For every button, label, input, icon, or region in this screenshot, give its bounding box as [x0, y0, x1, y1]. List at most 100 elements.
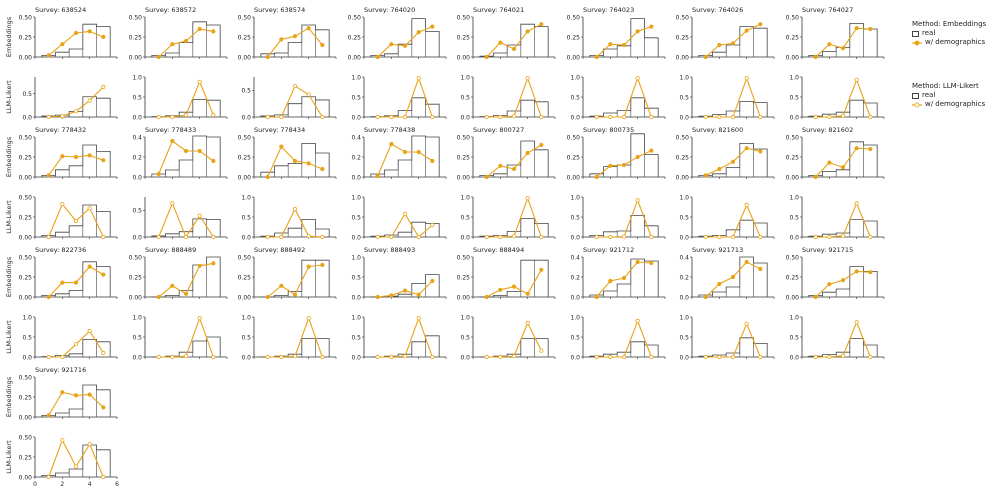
y-tick-label: 0.50 — [129, 14, 143, 21]
model-point — [279, 114, 284, 120]
model-point — [73, 30, 79, 36]
survey-panel-764026: Survey: 764026 0.00 0.25 0.50 0.0 0.5 1.0 — [676, 6, 775, 121]
y-tick-label: 0.00 — [567, 174, 581, 181]
model-line — [158, 140, 214, 175]
llm-likert-subplot: 0.0 0.5 1.0 — [570, 194, 666, 241]
y-tick-label: 0.25 — [129, 274, 143, 281]
model-point — [717, 234, 722, 240]
y-tick-label: 0.0 — [460, 114, 470, 121]
y-tick-label: 0.5 — [241, 214, 251, 221]
y-tick-label: 0.50 — [19, 434, 33, 441]
model-point — [101, 234, 106, 240]
real-histogram — [41, 204, 111, 237]
y-tick-label: 0.25 — [786, 34, 800, 41]
y-tick-label: 0.50 — [786, 14, 800, 21]
model-point — [511, 234, 517, 239]
model-point — [608, 234, 613, 240]
model-point — [608, 163, 613, 168]
y-tick-label: 0.0 — [570, 354, 580, 361]
llm-likert-subplot: 0.00 0.25 0.50 0 2 4 6 — [19, 434, 119, 488]
y-tick-label: 0.00 — [676, 54, 690, 61]
embeddings-subplot: 0.00 0.25 0.50 — [786, 254, 885, 301]
model-point — [635, 154, 640, 160]
model-point — [594, 114, 599, 120]
real-histogram — [260, 259, 330, 298]
model-point — [46, 474, 51, 480]
real-histogram — [260, 96, 330, 117]
model-point — [703, 114, 708, 120]
row-label-llm-likert: LLM-Likert — [5, 80, 13, 114]
model-point — [717, 354, 722, 360]
model-point — [60, 154, 65, 159]
model-line — [815, 27, 871, 58]
model-point — [868, 234, 873, 240]
model-point — [211, 234, 216, 240]
model-point — [608, 354, 613, 360]
model-point — [840, 233, 846, 238]
y-tick-label: 0.00 — [19, 54, 33, 61]
survey-panel-921712: Survey: 921712 0.0 0.2 0.4 0.0 0.5 1.0 — [570, 246, 666, 361]
survey-panel-638524: Survey: 638524 0.00 0.25 0.50 0.0 0.5 Embeddin… — [5, 6, 118, 121]
model-point — [717, 281, 722, 287]
y-tick-label: 0.50 — [238, 134, 252, 141]
model-point — [758, 114, 763, 120]
y-tick-label: 1.0 — [679, 194, 689, 201]
model-point — [87, 98, 92, 103]
y-tick-label: 0.25 — [348, 34, 362, 41]
y-tick-label: 0.5 — [789, 214, 799, 221]
legend-label: real — [922, 29, 936, 37]
model-line — [48, 438, 104, 478]
y-tick-label: 1.0 — [351, 254, 361, 261]
x-tick-label: 2 — [60, 481, 64, 488]
y-tick-label: 0.25 — [567, 154, 581, 161]
y-tick-label: 1.0 — [789, 314, 799, 321]
model-point — [279, 283, 284, 288]
model-point — [525, 196, 530, 201]
row-label-embeddings: Embeddings — [5, 16, 13, 57]
model-point — [197, 79, 202, 84]
model-point — [539, 348, 544, 353]
y-tick-label: 0.0 — [789, 234, 799, 241]
x-tick-label: 6 — [115, 481, 119, 488]
panel-title: Survey: 778438 — [364, 126, 415, 134]
model-line — [815, 320, 871, 358]
real-histogram — [41, 384, 111, 417]
model-point — [170, 283, 175, 288]
real-histogram — [41, 261, 111, 297]
y-tick-label: 0.0 — [132, 234, 142, 241]
panel-title: Survey: 821600 — [692, 126, 743, 134]
model-point — [840, 165, 846, 170]
panel-title: Survey: 764023 — [583, 6, 634, 14]
embeddings-subplot: 0.00 0.25 0.50 — [457, 254, 556, 301]
y-tick-label: 0.5 — [22, 334, 32, 341]
model-point — [265, 174, 270, 180]
y-tick-label: 0.5 — [570, 94, 580, 101]
model-point — [87, 153, 92, 158]
model-point — [292, 158, 298, 164]
llm-likert-subplot: 0.0 0.5 1.0 — [22, 314, 118, 361]
llm-likert-subplot: 0.0 0.5 1.0 — [241, 194, 337, 241]
y-tick-label: 0.50 — [19, 134, 33, 141]
model-point — [854, 269, 859, 274]
y-tick-label: 0.0 — [241, 114, 251, 121]
model-point — [416, 149, 421, 155]
y-tick-label: 0.00 — [19, 414, 33, 421]
survey-panel-764021: Survey: 764021 0.00 0.25 0.50 0.0 0.5 1.0 — [457, 6, 556, 121]
y-tick-label: 0.5 — [460, 334, 470, 341]
model-point — [46, 114, 51, 120]
embeddings-subplot: 0.00 0.25 0.50 — [19, 14, 118, 61]
model-point — [320, 234, 325, 240]
model-point — [170, 201, 175, 206]
y-tick-label: 0.5 — [789, 94, 799, 101]
y-tick-label: 0.00 — [238, 294, 252, 301]
y-tick-label: 0.0 — [679, 234, 689, 241]
model-point — [375, 54, 380, 60]
model-point — [484, 174, 489, 180]
model-point — [484, 294, 489, 300]
y-tick-label: 0.00 — [457, 294, 471, 301]
embeddings-subplot: 0.00 0.25 0.50 — [567, 14, 666, 61]
panel-title: Survey: 800727 — [473, 126, 524, 134]
panel-title: Survey: 800735 — [583, 126, 634, 134]
y-tick-label: 0.00 — [786, 54, 800, 61]
model-line — [267, 264, 323, 298]
